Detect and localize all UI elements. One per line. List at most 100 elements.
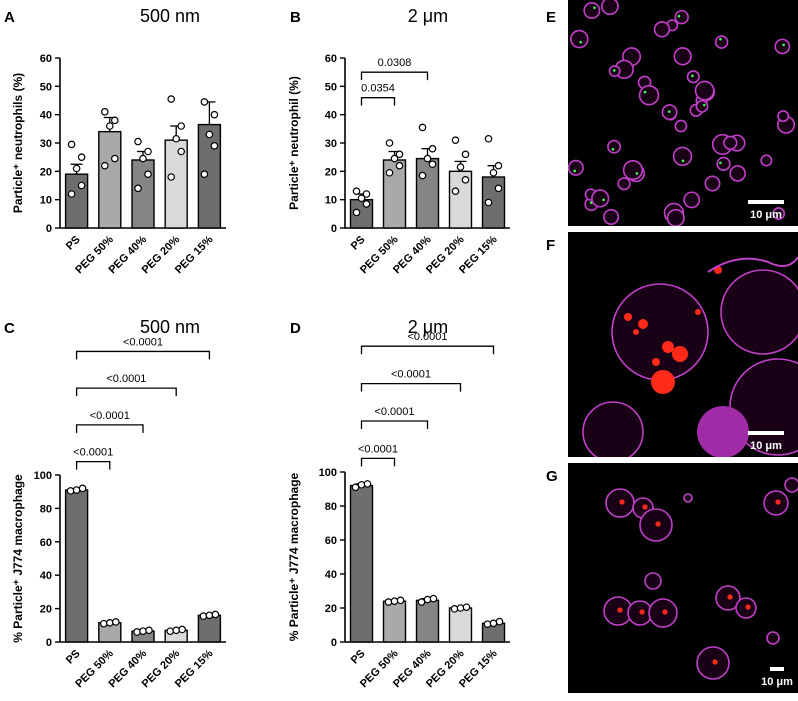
micrograph-content: [603, 477, 798, 680]
p-value-label: 0.0308: [378, 57, 412, 69]
data-point: [384, 598, 393, 606]
data-point: [111, 154, 119, 163]
data-point: [200, 98, 209, 106]
scale-bar-label: 10 μm: [750, 440, 782, 452]
data-point: [111, 116, 119, 125]
scale-bar: [748, 200, 784, 204]
particle: [662, 609, 668, 615]
particle: [635, 172, 639, 175]
cell: [653, 21, 671, 38]
data-point: [133, 628, 141, 636]
dense-cell: [697, 406, 749, 457]
panel-letter: F: [546, 237, 555, 254]
particle: [639, 609, 645, 615]
bracket-line: [360, 420, 429, 429]
chart-title: 500 nm: [140, 317, 200, 337]
cell: [760, 154, 773, 167]
cell: [777, 110, 790, 123]
data-point: [100, 619, 108, 628]
p-value-label: <0.0001: [73, 447, 113, 459]
data-point: [418, 171, 427, 180]
particle: [727, 594, 733, 600]
cell: [720, 269, 798, 355]
y-axis-label: Particle⁺ neutrophils (%): [11, 73, 25, 213]
scale-bar-label: 10 μm: [750, 209, 782, 221]
data-point: [362, 190, 371, 198]
panel-letter: C: [4, 320, 15, 337]
category-label: PS: [64, 234, 83, 253]
data-point: [484, 198, 493, 207]
y-tick-label: 30: [40, 138, 52, 150]
data-point: [77, 181, 86, 190]
data-point: [167, 95, 176, 103]
particle: [573, 169, 576, 173]
data-point: [494, 161, 503, 170]
particle: [667, 110, 671, 113]
category-label: PS: [349, 648, 368, 667]
bracket-line: [360, 97, 396, 106]
bar: [349, 484, 374, 643]
data-point: [172, 626, 181, 635]
y-tick-label: 50: [325, 81, 337, 93]
cell: [695, 99, 709, 113]
bracket-line: [75, 350, 211, 360]
micrograph-e: E 10 μm: [546, 0, 798, 226]
data-point: [489, 168, 498, 177]
y-tick-label: 20: [40, 166, 52, 178]
data-point: [139, 154, 147, 163]
bracket-line: [360, 382, 462, 392]
panel-letter: E: [546, 9, 556, 26]
y-tick-label: 10: [40, 195, 52, 207]
particle: [652, 358, 660, 366]
data-point: [72, 486, 81, 494]
data-point: [134, 137, 142, 146]
data-point: [210, 110, 219, 119]
particle: [775, 499, 781, 505]
particle: [655, 521, 661, 527]
particle: [617, 607, 623, 613]
data-point: [456, 163, 465, 171]
chart-panel-a: A 500 nm 0 10 20 30 40 50 60 Particle⁺ neutrophil…: [4, 6, 226, 276]
cell: [716, 156, 731, 171]
membrane-fragment: [707, 256, 798, 273]
cell: [704, 175, 721, 192]
data-point: [67, 190, 76, 198]
data-point: [495, 617, 504, 626]
cell: [674, 9, 689, 25]
data-point: [396, 596, 405, 605]
data-point: [101, 108, 109, 116]
data-point: [77, 153, 86, 161]
micrograph-background: [568, 463, 798, 693]
scale-bar: [748, 431, 784, 435]
y-tick-label: 20: [325, 166, 337, 178]
data-point: [205, 130, 214, 139]
scale-bar: [770, 667, 784, 671]
chart-panel-d: D 2 μm 0 20 40 60 80 100 % Particle⁺ J774 macrop…: [287, 317, 510, 690]
data-point: [418, 123, 427, 132]
cell: [591, 189, 610, 208]
significance-bracket: <0.0001: [75, 336, 211, 360]
data-point: [66, 487, 75, 495]
data-point: [385, 168, 394, 177]
data-point: [144, 147, 152, 156]
cell: [638, 84, 660, 106]
data-point: [484, 134, 493, 143]
particle: [677, 14, 681, 18]
data-point: [390, 154, 399, 163]
bracket-line: [75, 460, 111, 470]
y-tick-label: 30: [325, 138, 337, 150]
data-point: [210, 142, 219, 150]
significance-bracket: <0.0001: [360, 406, 429, 429]
data-point: [67, 140, 76, 149]
data-point: [357, 480, 366, 489]
data-point: [139, 627, 147, 635]
cell: [723, 135, 738, 150]
bar: [64, 173, 89, 229]
cell: [784, 477, 798, 493]
particle: [643, 90, 647, 94]
data-point: [390, 597, 399, 606]
bar: [131, 159, 155, 229]
data-point: [199, 612, 208, 620]
data-point: [177, 122, 186, 130]
